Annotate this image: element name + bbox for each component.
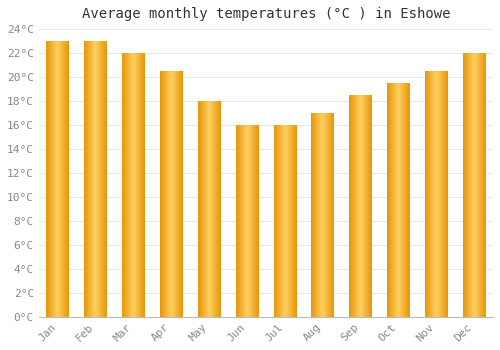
Title: Average monthly temperatures (°C ) in Eshowe: Average monthly temperatures (°C ) in Es… [82, 7, 450, 21]
